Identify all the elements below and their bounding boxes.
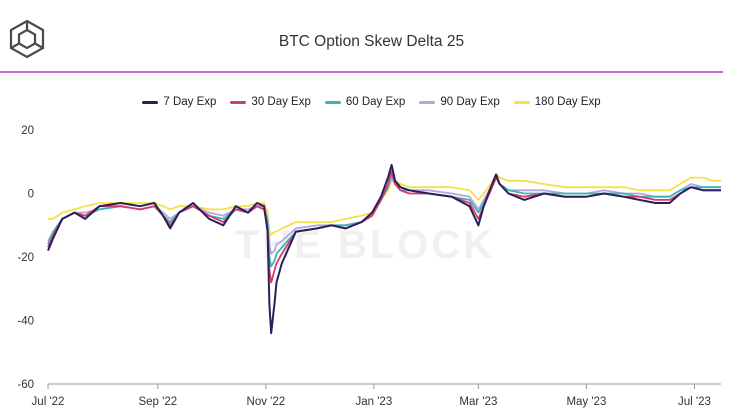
x-tick-label: Nov '22 xyxy=(247,396,286,408)
legend-item[interactable]: 180 Day Exp xyxy=(513,96,601,108)
x-tick-label: Jul '22 xyxy=(32,396,65,408)
x-tick-label: Mar '23 xyxy=(459,396,497,408)
y-tick-label: -60 xyxy=(17,379,34,391)
legend-label: 30 Day Exp xyxy=(251,96,311,108)
legend-label: 90 Day Exp xyxy=(440,96,500,108)
chart-legend: 7 Day Exp 30 Day Exp 60 Day Exp 90 Day Exp 1… xyxy=(0,96,743,108)
series-180day-line xyxy=(48,173,721,236)
legend-swatch xyxy=(324,100,341,104)
legend-swatch xyxy=(142,100,159,104)
x-tick-label: Jan '23 xyxy=(356,396,393,408)
legend-swatch xyxy=(513,100,530,104)
page-title: BTC Option Skew Delta 25 xyxy=(278,33,465,50)
legend-label: 7 Day Exp xyxy=(163,96,217,108)
y-tick-label: -20 xyxy=(17,252,34,264)
series-7day-line xyxy=(47,163,721,335)
legend-label: 60 Day Exp xyxy=(345,96,406,108)
legend-item[interactable]: 30 Day Exp xyxy=(230,96,311,108)
legend-item[interactable]: 7 Day Exp xyxy=(142,96,216,108)
cube-logo-icon xyxy=(6,18,48,60)
y-tick-label: 0 xyxy=(28,189,34,201)
legend-label: 180 Day Exp xyxy=(534,96,601,108)
y-axis: 20 0 -20 -40 -60 xyxy=(17,125,34,391)
header-divider xyxy=(0,71,723,73)
x-tick-label: Sep '22 xyxy=(138,396,177,408)
x-axis: Jul '22 Sep '22 Nov '22 Jan '23 Mar '23 May '… xyxy=(32,383,721,408)
legend-item[interactable]: 90 Day Exp xyxy=(419,96,500,108)
legend-swatch xyxy=(230,100,247,104)
legend-item[interactable]: 60 Day Exp xyxy=(324,96,406,108)
x-tick-label: Jul '23 xyxy=(678,396,711,408)
series-layer xyxy=(47,163,721,335)
y-tick-label: -40 xyxy=(17,316,34,328)
legend-swatch xyxy=(419,100,436,104)
y-tick-label: 20 xyxy=(21,125,34,137)
x-tick-label: May '23 xyxy=(566,396,606,408)
